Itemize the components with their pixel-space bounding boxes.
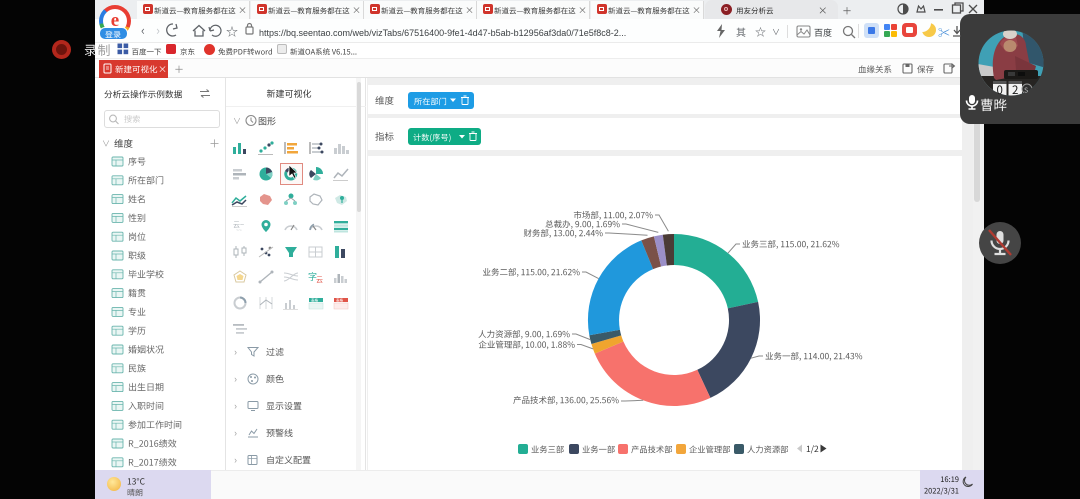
svg-text:~~: ~~ [236,228,242,234]
svg-text:表格: 表格 [336,298,344,303]
svg-text:云~: 云~ [233,221,244,229]
svg-text:云: 云 [316,276,323,284]
svg-text:表格: 表格 [311,298,319,303]
svg-text:字: 字 [308,271,317,282]
